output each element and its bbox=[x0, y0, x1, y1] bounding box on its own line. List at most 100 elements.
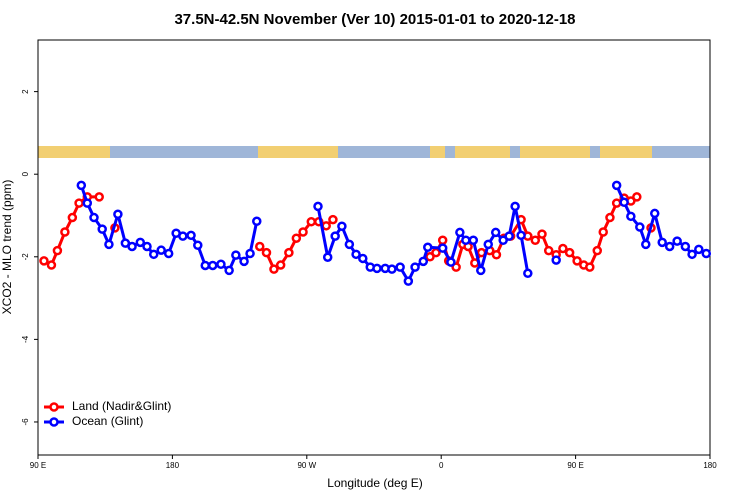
data-point bbox=[694, 244, 704, 255]
data-point bbox=[558, 243, 568, 254]
y-tick-label: -6 bbox=[21, 418, 30, 426]
data-point bbox=[245, 248, 255, 259]
data-point bbox=[94, 192, 104, 202]
x-axis-label: Longitude (deg E) bbox=[327, 476, 422, 490]
data-point bbox=[200, 260, 211, 271]
data-point bbox=[425, 252, 435, 262]
data-point bbox=[641, 239, 651, 250]
data-point bbox=[76, 180, 87, 191]
data-point bbox=[701, 248, 712, 259]
land-strip bbox=[455, 146, 510, 158]
data-point bbox=[418, 256, 429, 267]
data-point bbox=[504, 231, 514, 241]
data-point bbox=[60, 227, 70, 237]
data-point bbox=[224, 265, 234, 276]
data-point bbox=[626, 211, 636, 222]
data-point bbox=[680, 241, 691, 252]
data-point bbox=[530, 235, 541, 246]
data-point bbox=[455, 227, 465, 238]
data-point bbox=[255, 241, 265, 252]
data-point bbox=[252, 216, 262, 227]
data-point bbox=[330, 231, 340, 241]
data-point bbox=[551, 255, 561, 265]
data-point bbox=[598, 227, 608, 237]
x-tick-label: 180 bbox=[703, 461, 717, 470]
data-point bbox=[605, 212, 615, 223]
data-point bbox=[687, 249, 697, 260]
land-strip bbox=[38, 146, 110, 158]
chart-title: 37.5N-42.5N November (Ver 10) 2015-01-01… bbox=[174, 11, 575, 28]
data-point bbox=[207, 260, 218, 271]
data-point bbox=[239, 256, 249, 267]
data-point bbox=[664, 241, 675, 252]
x-tick-label: 90 E bbox=[30, 461, 46, 470]
data-point bbox=[291, 233, 302, 243]
data-point bbox=[446, 257, 456, 267]
y-tick-label: -4 bbox=[21, 335, 30, 343]
data-point bbox=[358, 253, 368, 264]
data-point bbox=[313, 201, 323, 212]
data-point bbox=[537, 229, 547, 239]
land-strip bbox=[520, 146, 590, 158]
data-point bbox=[321, 221, 331, 231]
data-point bbox=[89, 212, 99, 223]
data-point bbox=[523, 268, 533, 279]
data-point bbox=[351, 249, 361, 260]
data-point bbox=[585, 262, 595, 272]
data-point bbox=[156, 245, 166, 255]
data-point bbox=[46, 260, 57, 270]
data-point bbox=[437, 243, 448, 253]
plot-frame bbox=[37, 39, 711, 456]
x-tick-label: 180 bbox=[166, 461, 180, 470]
x-tick-label: 90 E bbox=[567, 461, 583, 470]
data-point bbox=[322, 252, 333, 262]
data-point bbox=[52, 245, 63, 256]
data-point bbox=[635, 222, 645, 232]
legend-marker bbox=[49, 402, 59, 412]
data-point bbox=[611, 198, 622, 208]
data-point bbox=[437, 235, 448, 246]
y-tick-label: 0 bbox=[21, 171, 30, 176]
data-point bbox=[39, 256, 49, 266]
data-point bbox=[395, 262, 405, 272]
data-point bbox=[74, 198, 84, 208]
land-strip bbox=[258, 146, 338, 158]
legend-label: Ocean (Glint) bbox=[72, 414, 143, 428]
data-point bbox=[476, 265, 486, 276]
land-strip bbox=[430, 146, 445, 158]
data-point bbox=[672, 236, 682, 246]
data-point bbox=[632, 192, 642, 202]
data-point bbox=[468, 235, 479, 246]
x-tick-label: 0 bbox=[439, 461, 444, 470]
data-point bbox=[337, 221, 347, 231]
x-tick-label: 90 W bbox=[297, 461, 316, 470]
data-point bbox=[423, 242, 433, 253]
data-point bbox=[178, 231, 188, 241]
y-tick-label: 2 bbox=[21, 89, 30, 94]
data-point bbox=[306, 216, 317, 227]
data-point bbox=[543, 245, 554, 256]
data-point bbox=[67, 212, 78, 223]
data-point bbox=[216, 259, 226, 269]
data-point bbox=[491, 249, 502, 260]
data-point bbox=[649, 208, 660, 219]
data-point bbox=[403, 276, 414, 286]
data-point bbox=[104, 239, 114, 250]
data-point bbox=[611, 180, 622, 191]
y-tick-label: -2 bbox=[21, 253, 30, 261]
data-point bbox=[186, 230, 196, 241]
data-point bbox=[135, 237, 146, 248]
data-point bbox=[387, 264, 397, 274]
data-point bbox=[410, 262, 420, 272]
data-point bbox=[516, 230, 526, 241]
data-point bbox=[372, 263, 382, 274]
land-strip bbox=[600, 146, 652, 158]
data-point bbox=[498, 235, 508, 246]
data-point bbox=[231, 250, 241, 260]
map-strip bbox=[38, 146, 710, 158]
data-point bbox=[461, 235, 471, 246]
data-point bbox=[657, 237, 667, 248]
data-point bbox=[127, 241, 137, 252]
data-point bbox=[328, 214, 338, 225]
data-point bbox=[148, 249, 159, 260]
